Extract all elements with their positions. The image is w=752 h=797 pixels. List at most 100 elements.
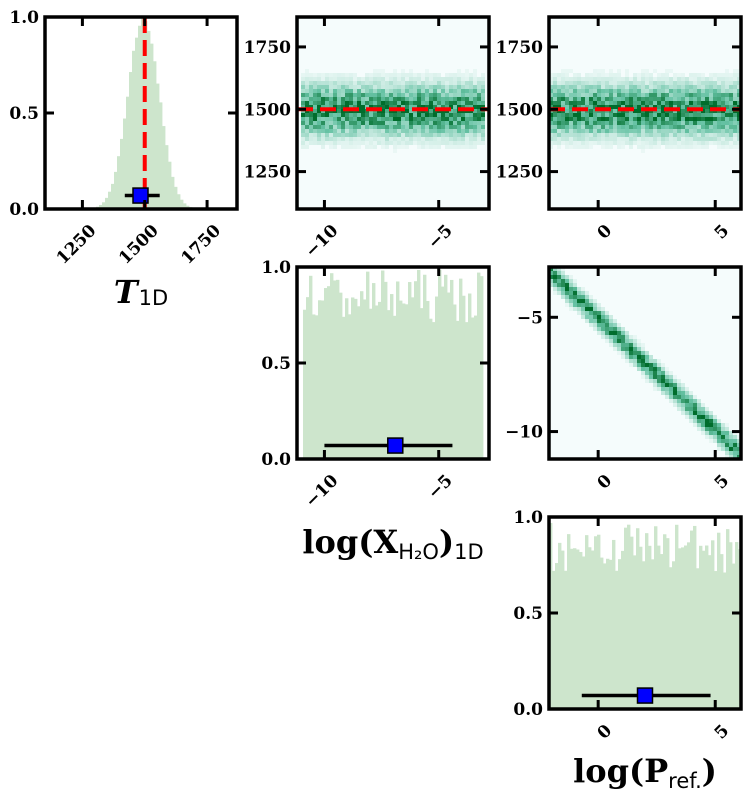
hexbin-cell: [429, 85, 433, 89]
hexbin-cell: [549, 137, 553, 141]
hexbin-cell: [621, 117, 625, 121]
hexbin-cell: [717, 145, 721, 149]
hexbin-cell: [345, 145, 349, 149]
hexbin-cell: [665, 93, 669, 97]
hexbin-cell: [473, 77, 477, 81]
hexbin-cell: [641, 137, 645, 141]
hexbin-cell: [653, 77, 657, 81]
hexbin-cell: [417, 85, 421, 89]
hexbin-cell: [685, 97, 689, 101]
hexbin-cell: [625, 81, 629, 85]
hexbin-cell: [637, 101, 641, 105]
hexbin-cell: [637, 359, 641, 363]
hexbin-cell: [317, 125, 321, 129]
hexbin-cell: [557, 137, 561, 141]
hexbin-cell: [709, 439, 713, 443]
hexbin-cell: [705, 415, 709, 419]
hist-bar: [630, 536, 634, 709]
hexbin-cell: [725, 447, 729, 451]
hexbin-cell: [481, 125, 485, 129]
hexbin-cell: [357, 117, 361, 121]
hexbin-cell: [641, 93, 645, 97]
hist-bar: [561, 550, 565, 709]
hexbin-cell: [729, 435, 733, 439]
hexbin-cell: [657, 125, 661, 129]
y-tick-label: 1.0: [513, 508, 543, 528]
hexbin-cell: [389, 133, 393, 137]
hexbin-cell: [689, 399, 693, 403]
hexbin-cell: [681, 77, 685, 81]
hexbin-cell: [713, 89, 717, 93]
hexbin-cell: [397, 77, 401, 81]
hist-bar: [381, 270, 385, 459]
hexbin-cell: [677, 125, 681, 129]
hexbin-cell: [325, 77, 329, 81]
hexbin-cell: [593, 133, 597, 137]
hexbin-cell: [737, 133, 741, 137]
hexbin-cell: [341, 113, 345, 117]
hexbin-cell: [689, 73, 693, 77]
hist-bar: [402, 303, 406, 459]
hexbin-cell: [429, 77, 433, 81]
hexbin-cell: [473, 133, 477, 137]
hexbin-cell: [693, 407, 697, 411]
hexbin-cell: [725, 109, 729, 113]
hexbin-cell: [413, 93, 417, 97]
hexbin-cell: [617, 117, 621, 121]
hexbin-cell: [673, 93, 677, 97]
hexbin-cell: [697, 137, 701, 141]
hexbin-cell: [481, 81, 485, 85]
hexbin-cell: [737, 125, 741, 129]
hexbin-cell: [617, 331, 621, 335]
hexbin-cell: [457, 73, 461, 77]
hexbin-cell: [697, 85, 701, 89]
hist-bar: [321, 300, 325, 459]
hexbin-cell: [625, 101, 629, 105]
hexbin-cell: [593, 81, 597, 85]
hexbin-cell: [369, 97, 373, 101]
hexbin-cell: [377, 97, 381, 101]
hexbin-cell: [641, 129, 645, 133]
hexbin-cell: [597, 97, 601, 101]
hexbin-cell: [685, 415, 689, 419]
hexbin-cell: [713, 121, 717, 125]
hexbin-cell: [333, 85, 337, 89]
hexbin-cell: [629, 347, 633, 351]
hexbin-cell: [301, 133, 305, 137]
hexbin-cell: [665, 379, 669, 383]
hexbin-cell: [325, 105, 329, 109]
hexbin-cell: [393, 77, 397, 81]
hexbin-cell: [673, 125, 677, 129]
hexbin-cell: [729, 77, 733, 81]
hexbin-cell: [601, 335, 605, 339]
hexbin-cell: [697, 133, 701, 137]
hexbin-cell: [389, 105, 393, 109]
hexbin-cell: [597, 323, 601, 327]
hexbin-cell: [721, 73, 725, 77]
hexbin-cell: [405, 85, 409, 89]
hexbin-cell: [721, 117, 725, 121]
hexbin-cell: [449, 101, 453, 105]
hexbin-cell: [381, 125, 385, 129]
hexbin-cell: [713, 415, 717, 419]
hexbin-cell: [453, 77, 457, 81]
hexbin-cell: [701, 117, 705, 121]
hexbin-cell: [733, 121, 737, 125]
hexbin-cell: [341, 125, 345, 129]
hist-bar: [312, 314, 316, 459]
hexbin-cell: [561, 291, 565, 295]
hexbin-cell: [401, 145, 405, 149]
hexbin-cell: [457, 69, 461, 73]
hexbin-cell: [649, 113, 653, 117]
hexbin-cell: [353, 81, 357, 85]
hexbin-cell: [389, 97, 393, 101]
hexbin-cell: [421, 81, 425, 85]
hexbin-cell: [729, 133, 733, 137]
hexbin-cell: [381, 117, 385, 121]
hexbin-cell: [313, 113, 317, 117]
hexbin-cell: [453, 133, 457, 137]
hexbin-cell: [461, 105, 465, 109]
hexbin-cell: [725, 427, 729, 431]
hexbin-cell: [673, 73, 677, 77]
hexbin-cell: [561, 117, 565, 121]
